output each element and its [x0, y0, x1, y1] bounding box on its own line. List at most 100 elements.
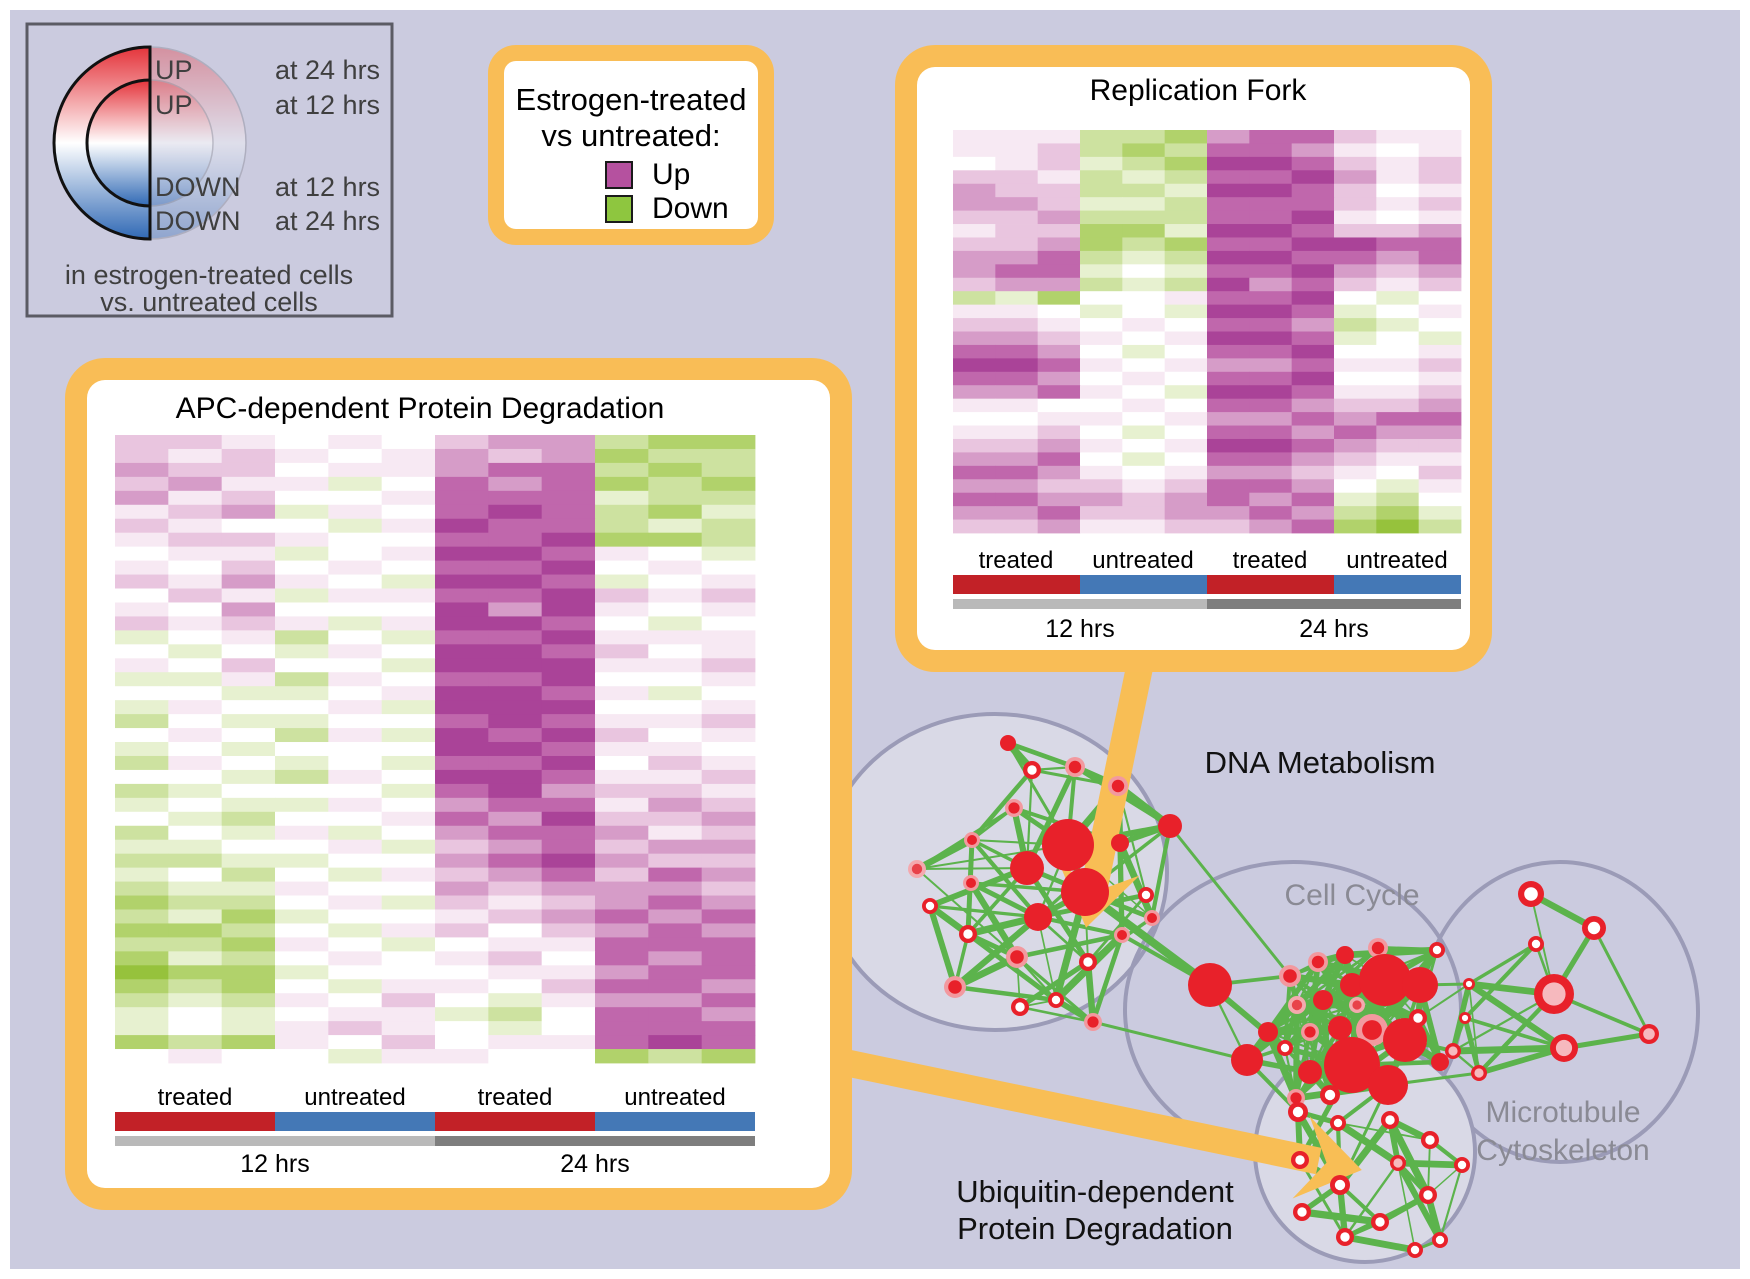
rf-heatmap-cell	[1164, 250, 1208, 265]
apc-heatmap-cell	[381, 951, 436, 966]
apc-heatmap-cell	[435, 742, 489, 757]
rf-heatmap-cell	[1164, 318, 1208, 332]
apc-heatmap-cell	[328, 672, 383, 687]
rf-heatmap-cell	[1037, 143, 1081, 158]
apc-heatmap-cell	[381, 476, 436, 492]
apc-heatmap-cell	[381, 560, 436, 575]
rf-heatmap-cell	[1207, 318, 1250, 332]
apc-heatmap-cell	[701, 490, 756, 506]
apc-heatmap-cell	[701, 448, 756, 464]
apc-heatmap-cell	[381, 1035, 436, 1050]
rf-heatmap-cell	[1418, 291, 1462, 306]
apc-heatmap-cell	[381, 783, 436, 799]
apc-heatmap-cell	[168, 504, 223, 520]
apc-heatmap-cell	[221, 825, 276, 841]
network-node	[1340, 973, 1364, 997]
apc-heatmap-cell	[381, 448, 436, 464]
apc-heatmap-cell	[648, 993, 703, 1008]
rf-heatmap-cell	[1080, 438, 1123, 453]
apc-heatmap-cell	[221, 742, 276, 757]
rf-heatmap-cell	[1037, 156, 1081, 171]
apc-heatmap-cell	[701, 769, 756, 785]
apc-heatmap-cell	[541, 825, 596, 841]
rf-heatmap-cell	[1164, 197, 1208, 211]
rf-heatmap-cell	[995, 250, 1039, 265]
apc-heatmap-cell	[701, 504, 756, 520]
network-edge	[1464, 1016, 1565, 1050]
rf-heatmap-cell	[1164, 519, 1208, 534]
rf-heatmap-cell	[1334, 197, 1377, 211]
rf-heatmap-cell	[953, 277, 996, 292]
apc-heatmap-cell	[328, 435, 383, 450]
rf-heatmap-cell	[1376, 371, 1420, 386]
rf-heatmap-cell	[1037, 264, 1081, 279]
apc-heatmap-cell	[541, 462, 596, 478]
rf-heatmap-cell	[1164, 130, 1208, 144]
apc-heatmap-cell	[328, 867, 383, 882]
apc-heatmap-cell	[648, 574, 703, 589]
apc-heatmap-cell	[221, 700, 276, 715]
rf-heatmap-cell	[1249, 385, 1293, 400]
apc-heatmap-cell	[328, 811, 383, 827]
rf-heatmap-cell	[1291, 210, 1335, 225]
network-edge	[1284, 1003, 1358, 1050]
apc-heatmap-cell	[115, 672, 169, 687]
apc-24hrs-label: 24 hrs	[560, 1150, 629, 1178]
apc-heatmap-cell	[328, 700, 383, 715]
rf-heatmap-cell	[1291, 170, 1335, 185]
apc-heatmap-cell	[115, 728, 169, 743]
apc-heatmap-cell	[435, 895, 489, 910]
apc-heatmap-cell	[221, 476, 276, 492]
network-node	[1288, 996, 1306, 1014]
apc-heatmap-cell	[488, 644, 543, 659]
apc-heatmap-cell	[381, 909, 436, 924]
apc-heatmap-cell	[648, 965, 703, 980]
network-node	[1381, 1111, 1399, 1129]
apc-heatmap-cell	[701, 895, 756, 910]
cluster-label-cell-cycle: Cell Cycle	[1284, 879, 1419, 912]
apc-heatmap-cell	[328, 1007, 383, 1022]
rf-heatmap-cell	[1334, 170, 1377, 185]
network-node	[1330, 1175, 1350, 1195]
apc-heatmap-cell	[541, 783, 596, 799]
rf-heatmap-cell	[953, 344, 996, 359]
rf-heatmap-cell	[1080, 304, 1123, 319]
rf-heatmap-cell	[1291, 143, 1335, 158]
apc-heatmap-cell	[115, 742, 169, 757]
apc-heatmap-cell	[275, 448, 329, 464]
apc-heatmap-cell	[701, 1021, 756, 1036]
apc-heatmap-cell	[381, 979, 436, 994]
rf-heatmap-cell	[953, 519, 996, 534]
apc-heatmap-cell	[488, 574, 543, 589]
apc-heatmap-cell	[328, 881, 383, 896]
network-node	[1023, 761, 1041, 779]
ring-legend-box: UP at 24 hrs UP at 12 hrs DOWN at 12 hrs…	[25, 22, 394, 318]
rf-heatmap-cell	[1080, 291, 1123, 306]
network-node	[908, 860, 926, 878]
apc-heatmap-cell	[488, 616, 543, 631]
rf-heatmap-cell	[1249, 318, 1293, 332]
rf-heatmap-cell	[1164, 183, 1208, 198]
apc-heatmap-cell	[328, 602, 383, 617]
apc-heatmap-cell	[115, 476, 169, 492]
apc-heatmap-cell	[168, 672, 223, 687]
network-node	[1330, 1115, 1346, 1131]
apc-heatmap-cell	[701, 783, 756, 799]
apc-heatmap-cell	[328, 616, 383, 631]
rf-heatmap-cell	[1376, 291, 1420, 306]
rf-heatmap-cell	[1249, 438, 1293, 453]
apc-heatmap-cell	[541, 742, 596, 757]
network-edge	[1090, 934, 1125, 1023]
apc-heatmap-cell	[701, 574, 756, 589]
apc-heatmap-cell	[381, 504, 436, 520]
apc-heatmap-cell	[328, 742, 383, 757]
rf-heatmap-cell	[953, 183, 996, 198]
rf-heatmap-cell	[1418, 492, 1462, 507]
apc-heatmap-cell	[381, 867, 436, 882]
rf-heatmap-cell	[1037, 371, 1081, 386]
rf-heatmap-cell	[1207, 197, 1250, 211]
network-node	[1231, 1044, 1263, 1076]
rf-heatmap-cell	[1164, 412, 1208, 426]
apc-heatmap-cell	[488, 518, 543, 534]
